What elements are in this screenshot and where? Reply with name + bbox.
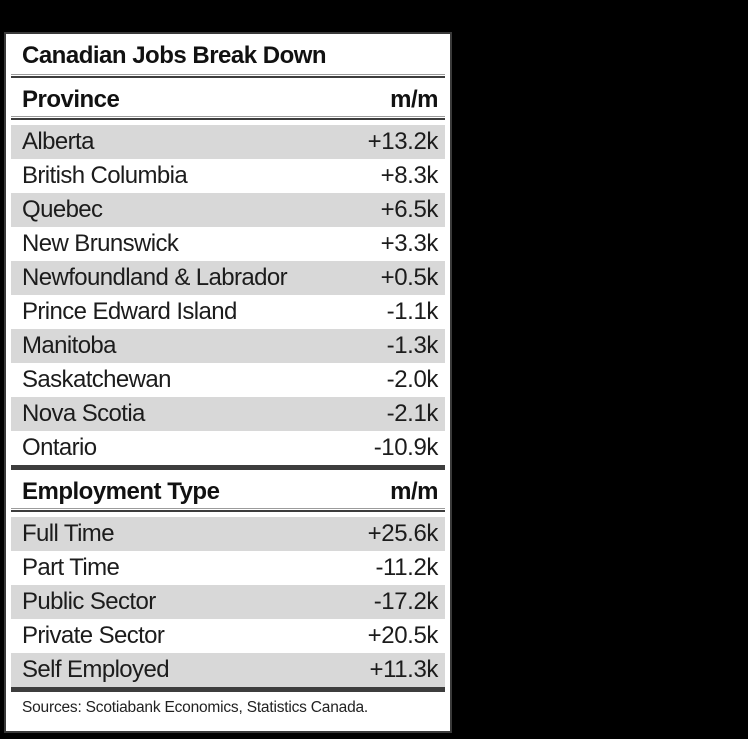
- table-row: Public Sector -17.2k: [11, 585, 445, 619]
- row-value: -11.2k: [375, 554, 438, 581]
- row-label: Public Sector: [22, 588, 156, 615]
- row-value: -17.2k: [373, 588, 439, 615]
- row-label: Prince Edward Island: [22, 298, 237, 325]
- table-row: Self Employed +11.3k: [11, 653, 445, 687]
- jobs-table-card: Canadian Jobs Break Down Province m/m Al…: [4, 32, 452, 733]
- row-value: -1.3k: [386, 332, 439, 359]
- row-label: Newfoundland & Labrador: [22, 264, 288, 291]
- row-label: Full Time: [22, 520, 115, 547]
- header-divider: [11, 116, 445, 120]
- table-row: Part Time -11.2k: [11, 551, 445, 585]
- column-header-mm: m/m: [390, 86, 438, 113]
- row-label: Nova Scotia: [22, 400, 145, 427]
- column-header-mm: m/m: [390, 478, 438, 505]
- row-value: +25.6k: [367, 520, 439, 547]
- row-value: +3.3k: [380, 230, 439, 257]
- table-row: Private Sector +20.5k: [11, 619, 445, 653]
- row-label: Private Sector: [22, 622, 165, 649]
- row-label: Ontario: [22, 434, 97, 461]
- title-divider: [11, 74, 445, 78]
- row-value: -10.9k: [373, 434, 439, 461]
- row-value: -2.0k: [386, 366, 439, 393]
- row-label: New Brunswick: [22, 230, 179, 257]
- source-note: Sources: Scotiabank Economics, Statistic…: [22, 699, 369, 716]
- table-row: British Columbia +8.3k: [11, 159, 445, 193]
- row-label: British Columbia: [22, 162, 188, 189]
- row-label: Part Time: [22, 554, 120, 581]
- table-row: Full Time +25.6k: [11, 517, 445, 551]
- table-row: Alberta +13.2k: [11, 125, 445, 159]
- row-label: Alberta: [22, 128, 94, 155]
- row-value: +6.5k: [380, 196, 439, 223]
- row-value: +8.3k: [380, 162, 439, 189]
- row-value: -2.1k: [386, 400, 439, 427]
- row-value: +20.5k: [367, 622, 439, 649]
- employment-type-rows: Full Time +25.6k Part Time -11.2k Public…: [6, 517, 450, 687]
- row-label: Saskatchewan: [22, 366, 172, 393]
- section-header-province: Province m/m: [11, 78, 445, 116]
- table-row: Newfoundland & Labrador +0.5k: [11, 261, 445, 295]
- report-title: Canadian Jobs Break Down: [22, 42, 327, 69]
- row-label: Self Employed: [22, 656, 170, 683]
- row-value: +0.5k: [380, 264, 439, 291]
- column-header-province: Province: [22, 86, 120, 113]
- table-row: Saskatchewan -2.0k: [11, 363, 445, 397]
- province-rows: Alberta +13.2k British Columbia +8.3k Qu…: [6, 125, 450, 465]
- table-row: Manitoba -1.3k: [11, 329, 445, 363]
- table-row: Nova Scotia -2.1k: [11, 397, 445, 431]
- table-row: New Brunswick +3.3k: [11, 227, 445, 261]
- column-header-employment-type: Employment Type: [22, 478, 220, 505]
- header-divider: [11, 508, 445, 512]
- table-row: Ontario -10.9k: [11, 431, 445, 465]
- section-header-employment-type: Employment Type m/m: [11, 470, 445, 508]
- row-value: +11.3k: [369, 656, 438, 683]
- table-row: Prince Edward Island -1.1k: [11, 295, 445, 329]
- row-value: +13.2k: [367, 128, 439, 155]
- section-divider: [11, 465, 445, 470]
- row-label: Manitoba: [22, 332, 117, 359]
- table-row: Quebec +6.5k: [11, 193, 445, 227]
- row-value: -1.1k: [386, 298, 439, 325]
- bottom-divider: [11, 687, 445, 692]
- row-label: Quebec: [22, 196, 103, 223]
